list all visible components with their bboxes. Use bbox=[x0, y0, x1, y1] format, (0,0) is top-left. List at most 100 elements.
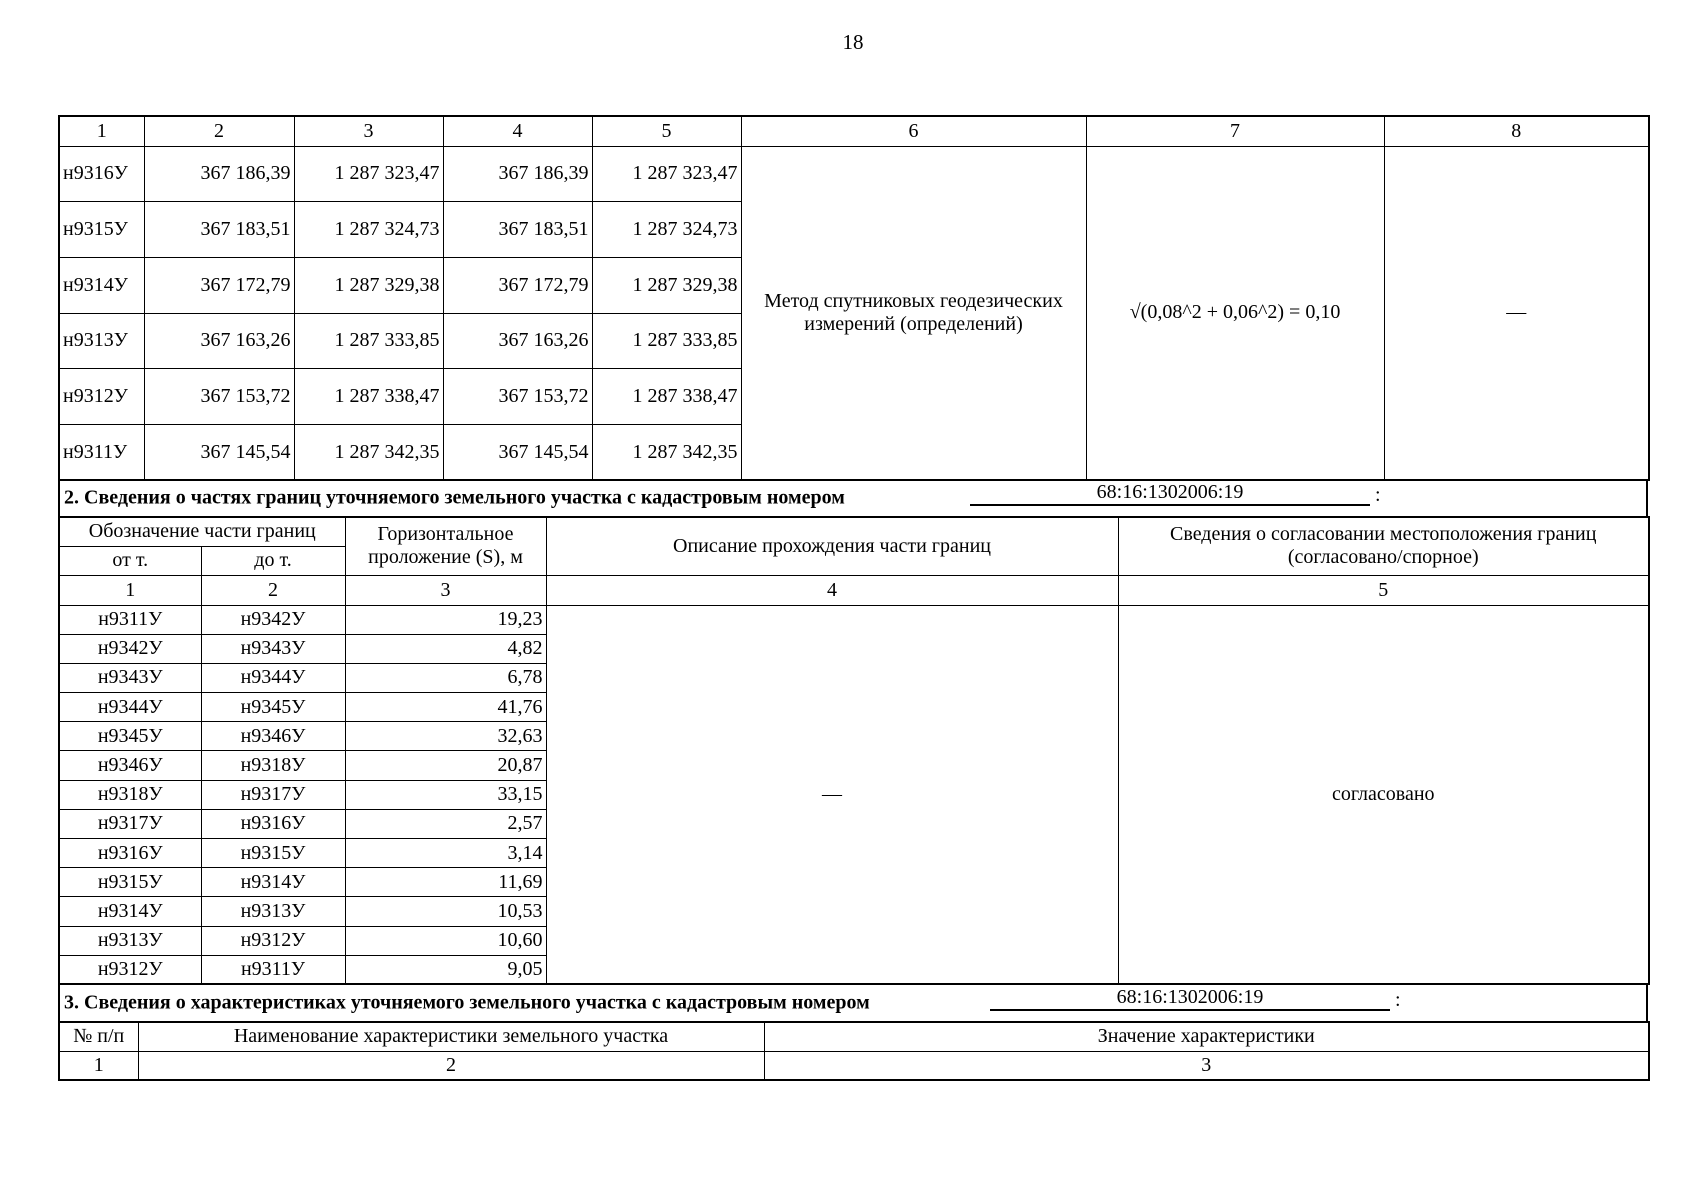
section-3-cadastral-number: 68:16:1302006:19 bbox=[990, 986, 1390, 1011]
coordinate-value: 1 287 324,73 bbox=[293, 201, 444, 258]
from-point: н9346У bbox=[58, 750, 202, 781]
accuracy-cell: √(0,08^2 + 0,06^2) = 0,10 bbox=[1085, 145, 1385, 481]
section-2-title-row: 2. Сведения о частях границ уточняемого … bbox=[58, 479, 1648, 516]
table-row: н9314У н9313У 10,53 bbox=[58, 896, 1649, 927]
table-row: н9311У 367 145,54 1 287 342,35 367 145,54 1 … bbox=[58, 423, 1649, 481]
coordinate-value: 1 287 333,85 bbox=[293, 312, 444, 370]
table-row: н9318У н9317У 33,15 bbox=[58, 779, 1649, 810]
column-number: 5 bbox=[1117, 574, 1650, 606]
column-number: 2 bbox=[143, 115, 295, 147]
to-point: н9312У bbox=[200, 925, 346, 956]
section-2-title: 2. Сведения о частях границ уточняемого … bbox=[64, 486, 845, 508]
horizontal-distance: 19,23 bbox=[344, 604, 547, 635]
header-characteristic-value: Значение характеристики bbox=[763, 1021, 1650, 1052]
table-row: н9313У 367 163,26 1 287 333,85 367 163,26 1 … bbox=[58, 312, 1649, 370]
coordinate-value: 367 153,72 bbox=[143, 368, 295, 425]
to-point: н9345У bbox=[200, 692, 346, 723]
column-number: 7 bbox=[1085, 115, 1385, 147]
table-row: н9343У н9344У 6,78 bbox=[58, 662, 1649, 694]
header-number: № п/п bbox=[58, 1021, 139, 1052]
column-number: 5 bbox=[591, 115, 742, 147]
column-number: 4 bbox=[442, 115, 593, 147]
to-point: н9313У bbox=[200, 896, 346, 927]
table-row: н9346У н9318У 20,87 bbox=[58, 750, 1649, 781]
column-number: 3 bbox=[763, 1050, 1650, 1081]
table-row: н9316У 367 186,39 1 287 323,47 367 186,39 1 … bbox=[58, 145, 1650, 481]
table-row: н9315У н9314У 11,69 bbox=[58, 867, 1649, 898]
horizontal-distance: 4,82 bbox=[344, 633, 547, 664]
coordinate-value: 1 287 342,35 bbox=[591, 423, 742, 481]
to-point: н9317У bbox=[200, 779, 346, 810]
column-number: 1 bbox=[58, 574, 202, 606]
page-number: 18 bbox=[842, 30, 864, 54]
section-2-cadastral-number: 68:16:1302006:19 bbox=[970, 481, 1370, 506]
from-point: н9345У bbox=[58, 721, 202, 752]
column-number: 6 bbox=[740, 115, 1087, 147]
horizontal-distance: 32,63 bbox=[344, 721, 547, 752]
table-row: н9315У 367 183,51 1 287 324,73 367 183,51 1 … bbox=[58, 201, 1649, 258]
to-point: н9343У bbox=[200, 633, 346, 664]
table-row: н9342У н9343У 4,82 bbox=[58, 633, 1649, 664]
from-point: н9316У bbox=[58, 837, 202, 869]
to-point: н9342У bbox=[200, 604, 346, 635]
coordinate-value: 1 287 338,47 bbox=[293, 368, 444, 425]
to-point: н9318У bbox=[200, 750, 346, 781]
point-label: н9315У bbox=[58, 201, 145, 258]
horizontal-distance: 2,57 bbox=[344, 808, 547, 840]
boundary-parts-table: Обозначение части границ Горизонтальное п… bbox=[58, 516, 1650, 986]
coordinate-value: 367 163,26 bbox=[442, 312, 593, 370]
agreement-cell: согласовано bbox=[1117, 604, 1650, 985]
description-cell: — bbox=[545, 604, 1119, 985]
coordinate-value: 367 186,39 bbox=[442, 145, 593, 203]
horizontal-distance: 11,69 bbox=[344, 867, 547, 898]
coordinate-value: 367 172,79 bbox=[143, 256, 295, 314]
coordinate-value: 1 287 338,47 bbox=[591, 368, 742, 425]
header-to: до т. bbox=[200, 545, 346, 576]
horizontal-distance: 3,14 bbox=[344, 837, 547, 869]
coordinate-value: 1 287 329,38 bbox=[591, 256, 742, 314]
horizontal-distance: 20,87 bbox=[344, 750, 547, 781]
coordinate-value: 1 287 323,47 bbox=[293, 145, 444, 203]
from-point: н9314У bbox=[58, 896, 202, 927]
from-point: н9312У bbox=[58, 954, 202, 985]
coordinate-value: 1 287 342,35 bbox=[293, 423, 444, 481]
from-point: н9315У bbox=[58, 867, 202, 898]
coordinate-value: 367 145,54 bbox=[143, 423, 295, 481]
header-description: Описание прохождения части границ bbox=[545, 516, 1119, 576]
point-label: н9311У bbox=[58, 423, 145, 481]
coordinate-value: 367 145,54 bbox=[442, 423, 593, 481]
point-label: н9314У bbox=[58, 256, 145, 314]
table-row: н9312У 367 153,72 1 287 338,47 367 153,72 1 … bbox=[58, 368, 1649, 425]
column-number: 4 bbox=[545, 574, 1119, 606]
header-from: от т. bbox=[58, 545, 202, 576]
section-3-title-row: 3. Сведения о характеристиках уточняемог… bbox=[58, 984, 1648, 1021]
column-number: 2 bbox=[137, 1050, 765, 1081]
point-label: н9316У bbox=[58, 145, 145, 203]
column-number: 8 bbox=[1383, 115, 1650, 147]
to-point: н9314У bbox=[200, 867, 346, 898]
method-cell: Метод спутниковых геодезических измерени… bbox=[740, 145, 1087, 481]
to-point: н9344У bbox=[200, 662, 346, 694]
horizontal-distance: 9,05 bbox=[344, 954, 547, 985]
horizontal-distance: 41,76 bbox=[344, 692, 547, 723]
table-row: н9311У н9342У 19,23— согласовано bbox=[58, 604, 1650, 985]
coordinates-table: 1 2 3 4 5 6 7 8 н9316У 367 186,39 1 287 323,47 367 … bbox=[58, 115, 1650, 482]
point-label: н9313У bbox=[58, 312, 145, 370]
from-point: н9343У bbox=[58, 662, 202, 694]
point-label: н9312У bbox=[58, 368, 145, 425]
coordinate-value: 1 287 333,85 bbox=[591, 312, 742, 370]
header-part-designation: Обозначение части границ bbox=[58, 516, 346, 547]
horizontal-distance: 6,78 bbox=[344, 662, 547, 694]
header-agreement: Сведения о согласовании местоположения г… bbox=[1117, 516, 1650, 576]
header-characteristic-name: Наименование характеристики земельного у… bbox=[137, 1021, 765, 1052]
col8-cell: — bbox=[1383, 145, 1650, 481]
coordinate-value: 367 186,39 bbox=[143, 145, 295, 203]
section-3-colon: : bbox=[1395, 989, 1401, 1011]
column-number: 1 bbox=[58, 115, 145, 147]
table-row: н9344У н9345У 41,76 bbox=[58, 692, 1649, 723]
column-number: 3 bbox=[293, 115, 444, 147]
coordinate-value: 367 153,72 bbox=[442, 368, 593, 425]
from-point: н9311У bbox=[58, 604, 202, 635]
